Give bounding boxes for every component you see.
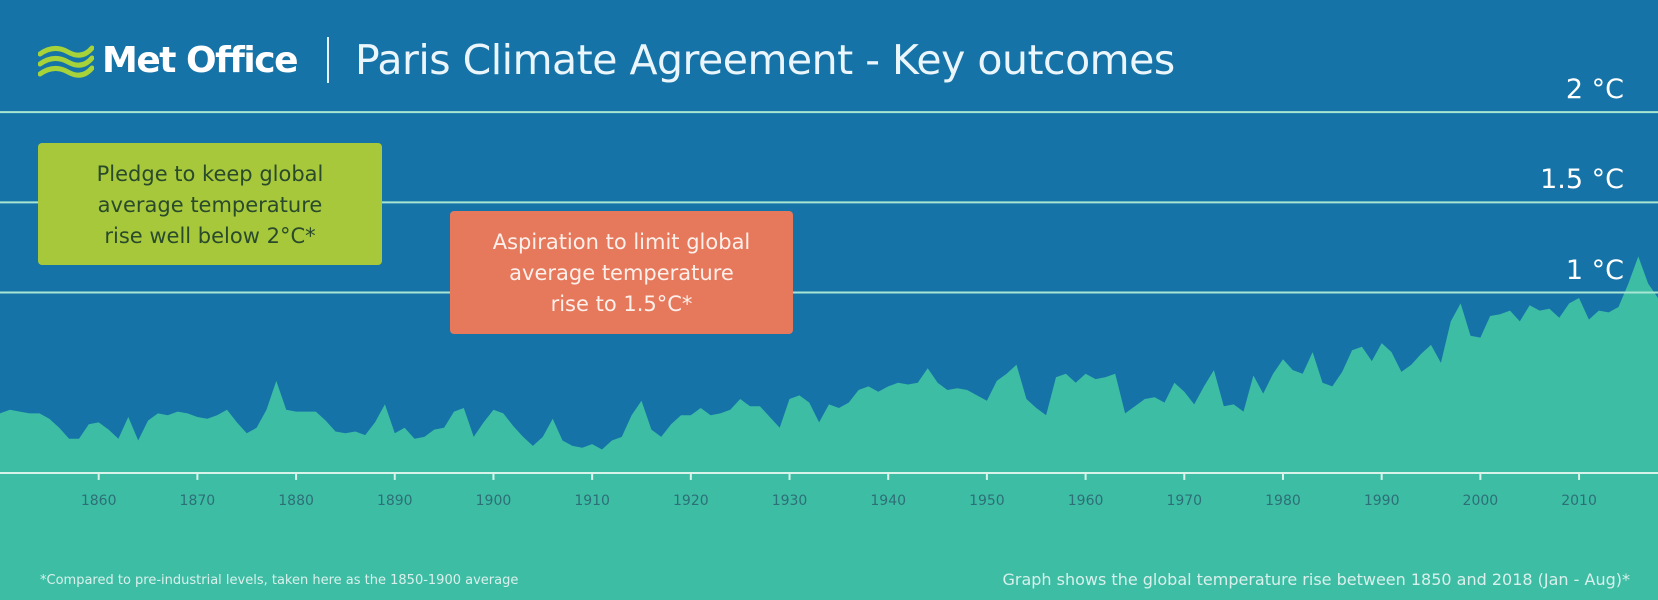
pledge-line: average temperature xyxy=(97,193,323,217)
x-tick-label: 1970 xyxy=(1166,493,1202,509)
brand-name: Met Office xyxy=(102,39,299,81)
x-tick-label: 1860 xyxy=(81,493,117,509)
header-divider xyxy=(327,37,330,83)
x-tick-label: 2000 xyxy=(1463,493,1499,509)
reference-line-label: 2 °C xyxy=(1565,74,1624,106)
x-tick-label: 2010 xyxy=(1561,493,1597,509)
met-office-waves-icon xyxy=(38,45,94,78)
aspiration-line: average temperature xyxy=(509,261,734,285)
x-tick-label: 1930 xyxy=(772,493,808,509)
aspiration-line: rise to 1.5°C* xyxy=(550,292,693,316)
x-tick-label: 1880 xyxy=(278,493,314,509)
x-tick-label: 1910 xyxy=(574,493,610,509)
x-tick-label: 1870 xyxy=(180,493,216,509)
x-tick-label: 1920 xyxy=(673,493,709,509)
chart-caption: Graph shows the global temperature rise … xyxy=(1002,570,1630,589)
x-tick-label: 1940 xyxy=(870,493,906,509)
pledge-callout: Pledge to keep global average temperatur… xyxy=(38,143,382,265)
x-tick-label: 1990 xyxy=(1364,493,1400,509)
header: Met Office Paris Climate Agreement - Key… xyxy=(38,30,1175,90)
x-axis-ticks: 1860 1870 1880 1890 1900 1910 1920 1930 1940 1950… xyxy=(81,472,1597,509)
temperature-area xyxy=(0,256,1658,600)
aspiration-callout: Aspiration to limit global average tempe… xyxy=(450,211,793,334)
pledge-line: rise well below 2°C* xyxy=(104,224,316,248)
pledge-line: Pledge to keep global xyxy=(96,162,324,186)
footnote: *Compared to pre-industrial levels, take… xyxy=(40,573,519,588)
reference-line-label: 1 °C xyxy=(1565,254,1624,286)
x-tick-label: 1980 xyxy=(1265,493,1301,509)
page-title: Paris Climate Agreement - Key outcomes xyxy=(355,36,1175,84)
x-tick-label: 1890 xyxy=(377,493,413,509)
x-tick-label: 1960 xyxy=(1068,493,1104,509)
aspiration-line: Aspiration to limit global xyxy=(492,230,751,254)
reference-line-label: 1.5 °C xyxy=(1540,164,1624,196)
x-tick-label: 1900 xyxy=(476,493,512,509)
x-tick-label: 1950 xyxy=(969,493,1005,509)
